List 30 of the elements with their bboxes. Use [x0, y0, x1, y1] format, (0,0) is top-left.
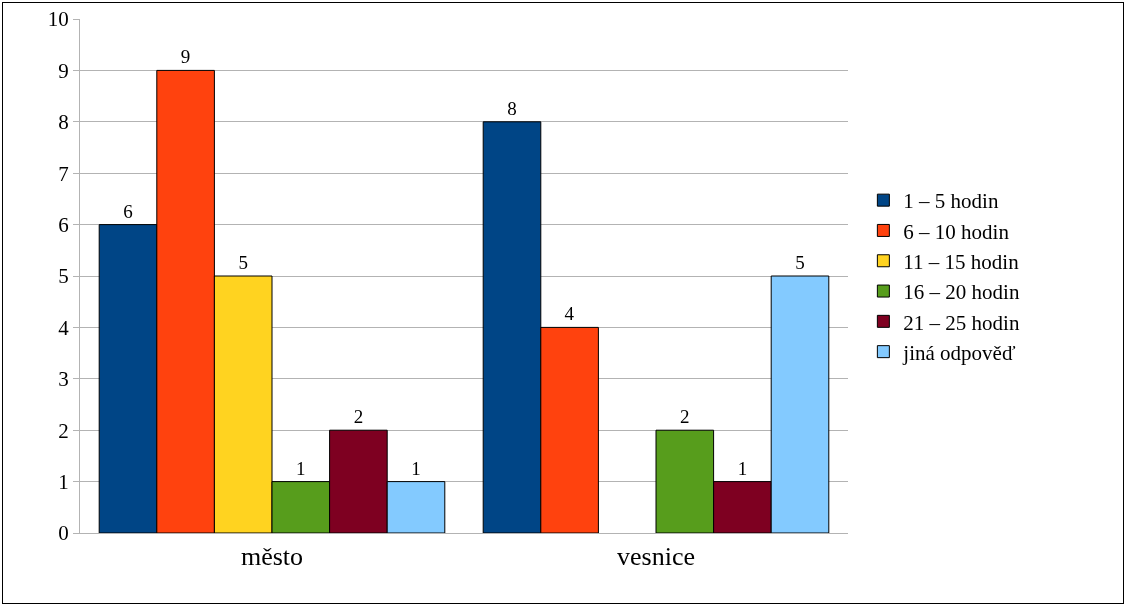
data-label: 1: [737, 457, 748, 479]
data-label: 2: [353, 406, 364, 428]
y-tick-label: 0: [58, 521, 69, 546]
y-tick-label: 3: [58, 367, 69, 392]
y-tick-label: 10: [47, 7, 69, 32]
data-label: 9: [180, 46, 191, 68]
data-label: 1: [411, 457, 421, 479]
data-label: 2: [680, 406, 690, 428]
data-label: 1: [296, 457, 306, 479]
y-tick-label: 8: [58, 110, 69, 135]
legend-label: jiná odpověď: [902, 340, 1016, 365]
data-label: 4: [564, 303, 575, 325]
data-label: 8: [507, 97, 517, 119]
y-tick-label: 6: [58, 212, 69, 237]
y-tick-label: 4: [58, 315, 70, 340]
x-tick-label: město: [240, 542, 304, 572]
y-tick-label: 2: [58, 418, 69, 443]
y-tick-label: 1: [58, 469, 69, 494]
legend-label: 16 – 20 hodin: [903, 280, 1020, 305]
y-tick-label: 7: [58, 161, 69, 186]
data-label: 6: [123, 200, 133, 222]
legend-label: 21 – 25 hodin: [903, 310, 1020, 335]
x-tick-label: vesnice: [617, 542, 695, 572]
y-tick-label: 9: [58, 58, 69, 83]
legend-label: 6 – 10 hodin: [903, 219, 1010, 244]
y-tick-label: 5: [58, 264, 69, 289]
legend-label: 11 – 15 hodin: [903, 249, 1020, 274]
legend-label: 1 – 5 hodin: [903, 189, 999, 214]
data-label: 5: [238, 252, 248, 273]
data-label: 5: [795, 252, 805, 273]
